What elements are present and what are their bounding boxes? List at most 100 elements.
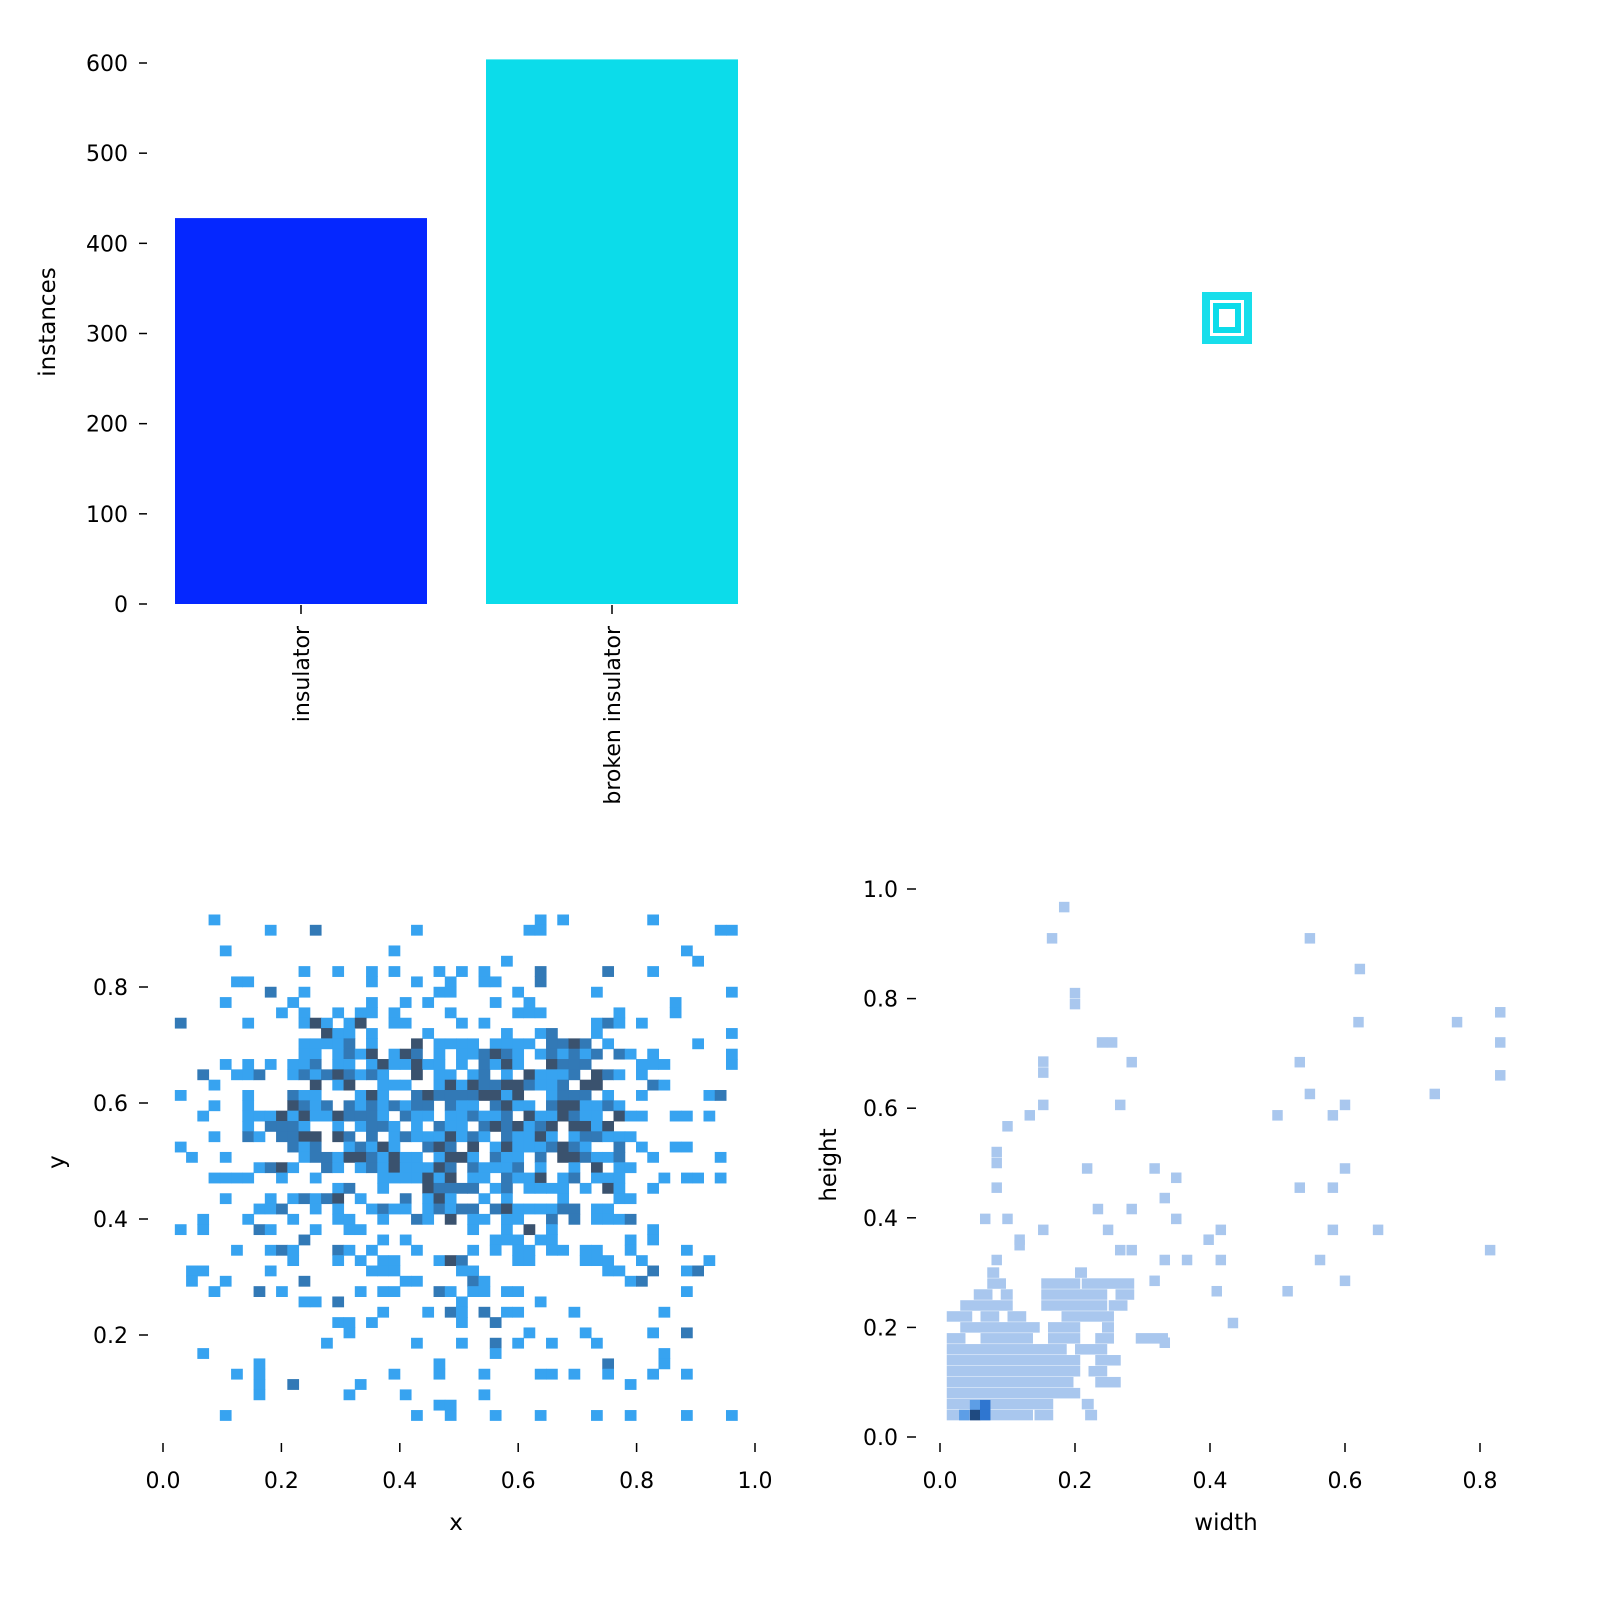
xy-heatmap-cell: [546, 1182, 558, 1194]
xy-heatmap-cell: [321, 1110, 333, 1122]
xy-heatmap-cell: [489, 1141, 502, 1153]
wh-heatmap-cell: [1495, 1070, 1506, 1081]
xy-heatmap-cell: [354, 1120, 367, 1132]
xy-heatmap-cell: [433, 1038, 446, 1050]
wh-y-axis-label: height: [816, 1128, 842, 1201]
wh-heatmap-cell: [969, 1399, 981, 1411]
xy-heatmap-cell: [534, 1172, 547, 1184]
xy-heatmap-cell: [534, 914, 547, 926]
xy-heatmap-cell: [725, 1028, 738, 1039]
xy-heatmap-cell: [287, 1131, 300, 1143]
xy-heatmap-cell: [242, 1120, 255, 1132]
xy-heatmap-cell: [433, 1120, 446, 1132]
xy-heatmap-cell: [523, 1182, 536, 1194]
xy-heatmap-cell: [624, 1234, 637, 1246]
xy-heatmap-cell: [512, 1213, 525, 1225]
xy-heatmap-cell: [287, 1213, 300, 1225]
xy-heatmap-cell: [433, 1090, 446, 1101]
xy-heatmap-cell: [579, 1244, 592, 1256]
xy-heatmap-cell: [467, 1244, 480, 1256]
bar-ytick-label: 600: [86, 52, 128, 77]
xy-heatmap-cell: [253, 1358, 266, 1370]
xy-heatmap-cell: [388, 1079, 401, 1091]
xy-heatmap-cell: [343, 1389, 356, 1401]
xy-heatmap-cell: [444, 1038, 457, 1050]
wh-heatmap-cell: [969, 1409, 981, 1421]
xy-heatmap-cell: [467, 1110, 480, 1122]
xy-xtick-label: 0.6: [501, 1469, 536, 1494]
xy-heatmap-cell: [422, 1059, 435, 1070]
xy-heatmap-cell: [523, 1224, 536, 1236]
wh-heatmap-cell-band: [1115, 1289, 1135, 1300]
xy-heatmap-cell: [264, 1193, 277, 1205]
xy-heatmap-cell: [557, 1059, 570, 1070]
wh-heatmap-cell: [1372, 1224, 1384, 1236]
wh-heatmap-cell: [1058, 901, 1070, 913]
xy-heatmap-cell: [366, 1265, 378, 1277]
xy-heatmap-cell: [197, 1348, 210, 1359]
xy-heatmap-cell: [557, 1090, 570, 1101]
xy-heatmap-cell: [568, 1110, 581, 1122]
xy-heatmap-cell: [444, 1120, 457, 1132]
xy-heatmap-cell: [681, 1244, 693, 1256]
xy-heatmap-cell: [456, 1100, 468, 1112]
xy-heatmap-cell: [636, 1090, 648, 1101]
xy-heatmap-cell: [534, 976, 547, 988]
xy-heatmap-cell: [377, 1265, 390, 1277]
xy-heatmap-cell: [568, 1162, 581, 1174]
wh-heatmap-cell: [1046, 933, 1058, 944]
xy-heatmap-cell: [343, 1244, 356, 1256]
wh-heatmap-cell-band: [1108, 1300, 1128, 1311]
xy-heatmap-cell: [186, 1265, 198, 1277]
xy-heatmap-cell: [287, 1244, 300, 1256]
xy-heatmap-cell: [602, 1131, 615, 1143]
xy-heatmap-cell: [512, 1172, 525, 1184]
xy-heatmap-cell: [501, 1172, 513, 1184]
wh-heatmap-cell: [1353, 1016, 1364, 1028]
xy-heatmap-cell: [591, 986, 603, 998]
xy-heatmap-cell: [287, 1120, 300, 1132]
xy-heatmap-cell: [523, 1203, 536, 1215]
xy-heatmap-cell: [647, 1368, 660, 1380]
xy-heatmap-cell: [433, 1358, 446, 1370]
xy-heatmap-cell: [321, 1069, 333, 1081]
wh-heatmap-cell: [1069, 998, 1081, 1010]
xy-heatmap-cell: [636, 1141, 648, 1153]
xy-heatmap-cell: [579, 1120, 592, 1132]
wh-heatmap-cell-band: [1095, 1376, 1121, 1388]
xy-heatmap-cell: [467, 1048, 480, 1060]
xy-heatmap-cell: [681, 1368, 693, 1380]
xy-heatmap-cell: [332, 1317, 345, 1328]
xy-heatmap-cell: [568, 1306, 581, 1318]
xy-heatmap-cell: [321, 1028, 333, 1039]
xy-heatmap-cell: [681, 1110, 693, 1122]
xy-heatmap-cell: [377, 1100, 390, 1112]
xy-heatmap-cell: [489, 1410, 502, 1421]
xy-heatmap-cell: [647, 1224, 660, 1236]
xy-heatmap-cell: [422, 1213, 435, 1225]
xy-heatmap-cell: [388, 1141, 401, 1153]
xy-heatmap-cell: [377, 1306, 390, 1318]
xy-heatmap-cell: [388, 945, 401, 957]
xy-heatmap-cell: [264, 1162, 277, 1174]
xy-heatmap-cell: [546, 1337, 558, 1349]
wh-heatmap-cell-band: [946, 1365, 1081, 1377]
wh-heatmap-cell: [1038, 1224, 1049, 1236]
xy-heatmap-cell: [388, 1162, 401, 1174]
xy-heatmap-cell: [276, 1244, 288, 1256]
xy-heatmap-cell: [332, 1255, 345, 1267]
wh-heatmap-cell: [1149, 1163, 1160, 1174]
wh-heatmap-cell: [1126, 1056, 1137, 1068]
xy-heatmap-cell: [501, 1151, 513, 1163]
xy-heatmap-cell: [681, 1286, 693, 1297]
xy-heatmap-cell: [321, 1100, 333, 1112]
xy-heatmap-cell: [231, 1172, 243, 1184]
xy-heatmap-cell: [624, 1275, 637, 1287]
xy-heatmap-cell: [411, 1172, 423, 1184]
xy-heatmap-cell: [579, 1100, 592, 1112]
xy-heatmap-cell: [456, 1306, 468, 1318]
xy-heatmap-cell: [456, 1048, 468, 1060]
xy-heatmap-cell: [602, 1265, 615, 1277]
xy-heatmap-cell: [219, 1275, 232, 1287]
xy-heatmap-cell: [501, 1120, 513, 1132]
